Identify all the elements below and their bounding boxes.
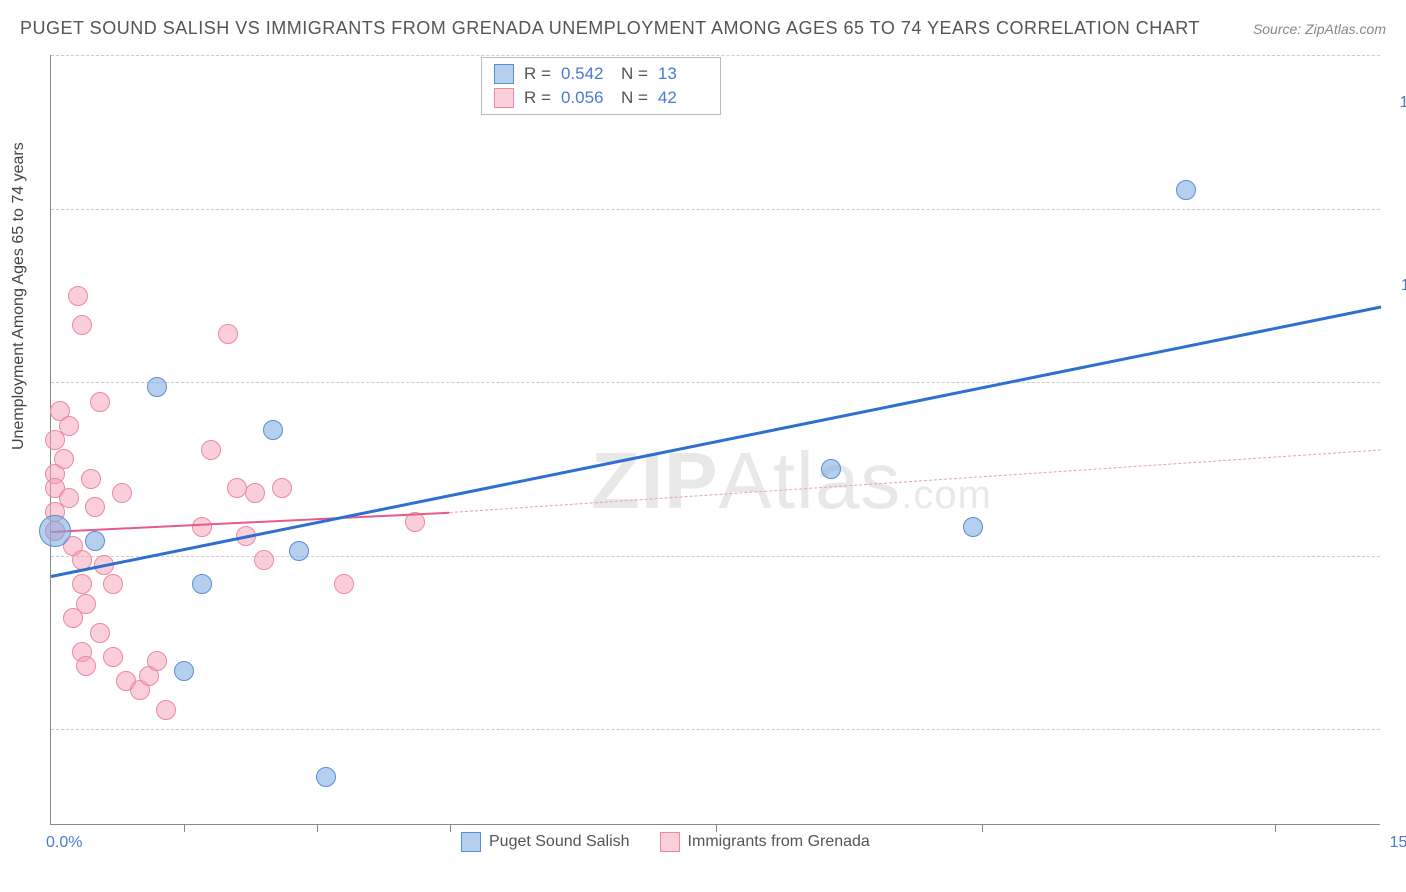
chart-area: R = 0.542 N = 13 R = 0.056 N = 42 ZIPAtl… [50,55,1380,825]
data-point [334,574,354,594]
stats-box: R = 0.542 N = 13 R = 0.056 N = 42 [481,57,721,115]
x-tick [450,824,451,832]
watermark-bold: ZIP [591,436,718,525]
trend-line [51,305,1381,577]
stats-row: R = 0.542 N = 13 [494,62,708,86]
legend-label: Puget Sound Salish [489,833,630,851]
data-point [192,574,212,594]
r-value: 0.056 [561,88,611,108]
swatch-blue-icon [494,64,514,84]
x-axis-max-label: 15.0% [1390,834,1406,852]
x-tick [716,824,717,832]
legend-label: Immigrants from Grenada [688,833,870,851]
data-point [1176,180,1196,200]
data-point [90,623,110,643]
y-axis-label: Unemployment Among Ages 65 to 74 years [10,142,28,450]
chart-title: PUGET SOUND SALISH VS IMMIGRANTS FROM GR… [20,18,1200,39]
gridline [51,382,1380,383]
x-tick [982,824,983,832]
n-label: N = [621,64,648,84]
trend-line [450,450,1381,514]
gridline [51,209,1380,210]
data-point [156,700,176,720]
y-tick-label: 15.0% [1390,94,1406,112]
n-value: 42 [658,88,708,108]
swatch-blue-icon [461,832,481,852]
data-point [245,483,265,503]
gridline [51,556,1380,557]
n-label: N = [621,88,648,108]
data-point [76,594,96,614]
data-point [316,767,336,787]
data-point [147,377,167,397]
x-tick [317,824,318,832]
data-point [174,661,194,681]
data-point [147,651,167,671]
watermark-light: Atlas [718,436,901,525]
data-point [254,550,274,570]
data-point [90,392,110,412]
r-label: R = [524,88,551,108]
gridline [51,55,1380,56]
bottom-legend: Puget Sound Salish Immigrants from Grena… [461,832,870,852]
data-point [103,647,123,667]
data-point [72,574,92,594]
data-point [76,656,96,676]
source-label: Source: ZipAtlas.com [1253,21,1386,37]
data-point [218,324,238,344]
data-point [59,416,79,436]
swatch-pink-icon [494,88,514,108]
gridline [51,729,1380,730]
watermark: ZIPAtlas.com [591,435,992,527]
data-point [963,517,983,537]
legend-item: Immigrants from Grenada [660,832,870,852]
r-value: 0.542 [561,64,611,84]
data-point [192,517,212,537]
x-axis-min-label: 0.0% [46,834,82,852]
data-point [68,286,88,306]
data-point [85,497,105,517]
data-point [103,574,123,594]
data-point [289,541,309,561]
r-label: R = [524,64,551,84]
data-point [39,515,71,547]
n-value: 13 [658,64,708,84]
y-tick-label: 3.8% [1390,633,1406,651]
stats-row: R = 0.056 N = 42 [494,86,708,110]
data-point [821,459,841,479]
legend-item: Puget Sound Salish [461,832,630,852]
data-point [72,315,92,335]
data-point [54,449,74,469]
y-tick-label: 7.5% [1390,455,1406,473]
data-point [201,440,221,460]
x-tick [1275,824,1276,832]
header: PUGET SOUND SALISH VS IMMIGRANTS FROM GR… [20,18,1386,39]
data-point [112,483,132,503]
data-point [263,420,283,440]
data-point [81,469,101,489]
data-point [272,478,292,498]
data-point [59,488,79,508]
data-point [85,531,105,551]
x-tick [184,824,185,832]
swatch-pink-icon [660,832,680,852]
y-tick-label: 11.2% [1390,277,1406,295]
